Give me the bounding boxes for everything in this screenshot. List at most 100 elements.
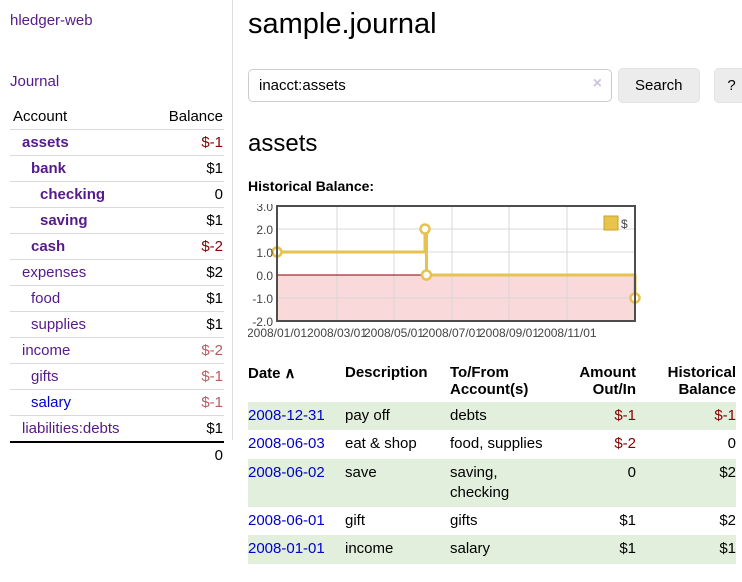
account-heading: assets [248, 130, 318, 157]
accounts-total-value: 0 [149, 441, 224, 468]
account-link-supplies[interactable]: supplies [31, 316, 87, 333]
chart-point[interactable] [419, 223, 431, 235]
x-tick: 2008/05/01 [364, 326, 424, 340]
account-link-liabilities-debts[interactable]: liabilities:debts [22, 420, 120, 437]
search-form: × Search ? [248, 68, 742, 103]
transaction-accounts: gifts [450, 512, 478, 529]
transaction-date-link[interactable]: 2008-01-01 [248, 540, 325, 558]
account-row: supplies $1 [10, 311, 224, 338]
account-balance: 0 [149, 181, 224, 208]
transaction-description: pay off [345, 407, 390, 424]
accounts-table: Account Balance assets $-1 bank $1 check… [10, 104, 224, 468]
account-row: food $1 [10, 285, 224, 312]
transaction-accounts: debts [450, 407, 487, 424]
transaction-accounts: food, supplies [450, 435, 543, 453]
transaction-amount: $1 [619, 540, 636, 558]
account-row: income $-2 [10, 337, 224, 364]
transaction-balance: $2 [719, 512, 736, 529]
help-button[interactable]: ? [713, 68, 742, 103]
register-row: 2008-06-01 gift gifts $1 $2 [248, 507, 736, 535]
chart-x-axis: 2008/01/01 2008/03/01 2008/05/01 2008/07… [248, 326, 597, 340]
chart-data-points [271, 223, 641, 304]
transaction-date-link[interactable]: 2008-06-02 [248, 463, 325, 481]
chart-legend: $ [603, 215, 628, 231]
account-row: salary $-1 [10, 389, 224, 416]
account-link-bank[interactable]: bank [31, 160, 67, 177]
register-table: Date ∧ Description To/From Account(s) Amo… [248, 360, 736, 564]
search-input[interactable] [248, 69, 612, 102]
register-row: 2008-12-31 pay off debts $-1 $-1 [248, 402, 736, 431]
main-content: sample.journal × Search ? assets Histori… [233, 0, 742, 564]
search-button[interactable]: Search [618, 68, 700, 103]
account-link-expenses[interactable]: expenses [22, 264, 87, 281]
accounts-total-row: 0 [10, 441, 224, 468]
account-link-gifts[interactable]: gifts [31, 368, 59, 385]
transaction-balance: $1 [719, 540, 736, 558]
y-tick: 3.0 [256, 204, 273, 214]
account-link-salary[interactable]: salary [31, 394, 72, 411]
account-link-saving[interactable]: saving [40, 212, 88, 229]
y-tick: -2.0 [252, 315, 273, 329]
account-row: assets $-1 [10, 129, 224, 156]
transaction-date-link[interactable]: 2008-06-01 [248, 512, 325, 529]
chart-title: Historical Balance: [248, 178, 375, 194]
column-header-accounts: To/From Account(s) [450, 364, 529, 398]
register-row: 2008-06-02 save saving, checking 0 $2 [248, 458, 736, 507]
transaction-description: eat & shop [345, 435, 417, 453]
x-tick: 2008/03/01 [307, 326, 367, 340]
account-link-assets[interactable]: assets [22, 134, 69, 151]
accounts-header-account: Account [10, 104, 150, 130]
account-link-cash[interactable]: cash [31, 238, 66, 255]
transaction-accounts: salary [450, 540, 491, 558]
register-row: 2008-06-03 eat & shop food, supplies $-2… [248, 430, 736, 458]
chart-y-axis: 3.0 2.0 1.0 0.0 -1.0 -2.0 [252, 204, 273, 329]
accounts-header-row: Account Balance [10, 104, 224, 130]
transaction-accounts: saving, checking [450, 463, 510, 501]
account-link-checking[interactable]: checking [40, 186, 106, 203]
chart-point[interactable] [420, 269, 433, 281]
account-balance: $-1 [149, 129, 224, 156]
column-header-date[interactable]: Date ∧ [248, 365, 296, 382]
account-row: expenses $2 [10, 259, 224, 286]
column-header-description: Description [345, 364, 428, 381]
account-row: bank $1 [10, 155, 224, 182]
account-balance: $1 [149, 285, 224, 312]
account-row: saving $1 [10, 207, 224, 234]
y-tick: -1.0 [252, 292, 273, 306]
transaction-description: save [345, 463, 377, 481]
register-header-row: Date ∧ Description To/From Account(s) Amo… [248, 360, 736, 402]
account-row: checking 0 [10, 181, 224, 208]
account-balance: $1 [149, 311, 224, 338]
y-tick: 2.0 [256, 223, 273, 237]
column-header-balance: Historical Balance [667, 364, 736, 398]
balance-chart: $ 3.0 2.0 1.0 0.0 -1.0 -2.0 2008/01/01 2… [248, 204, 641, 340]
transaction-date-link[interactable]: 2008-12-31 [248, 407, 325, 424]
column-header-amount: Amount Out/In [579, 364, 636, 398]
x-tick: 2008/11/01 [537, 326, 596, 340]
account-balance: $1 [149, 415, 224, 443]
transaction-date-link[interactable]: 2008-06-03 [248, 435, 325, 453]
sidebar-item-journal[interactable]: Journal [10, 73, 60, 90]
account-balance: $-2 [149, 337, 224, 364]
page-title: sample.journal [248, 8, 437, 40]
sidebar: hledger-web Journal Account Balance asse… [0, 0, 233, 468]
account-balance: $-2 [149, 233, 224, 260]
y-tick: 1.0 [256, 246, 273, 260]
x-tick: 2008/09/01 [479, 326, 539, 340]
account-balance: $1 [149, 155, 224, 182]
transaction-balance: 0 [727, 435, 736, 453]
clear-search-icon[interactable]: × [592, 75, 602, 92]
app-title[interactable]: hledger-web [10, 12, 93, 29]
transaction-amount: 0 [627, 463, 636, 481]
sort-ascending-icon: ∧ [284, 365, 296, 382]
transaction-description: gift [345, 512, 366, 529]
transaction-amount: $-2 [614, 435, 636, 453]
transaction-balance: $2 [719, 463, 736, 481]
account-row: gifts $-1 [10, 363, 224, 390]
account-link-income[interactable]: income [22, 342, 71, 359]
page: hledger-web Journal Account Balance asse… [0, 0, 742, 564]
transaction-balance: $-1 [714, 407, 736, 424]
account-balance: $2 [149, 259, 224, 286]
account-link-food[interactable]: food [31, 290, 61, 307]
x-tick: 2008/07/01 [422, 326, 482, 340]
